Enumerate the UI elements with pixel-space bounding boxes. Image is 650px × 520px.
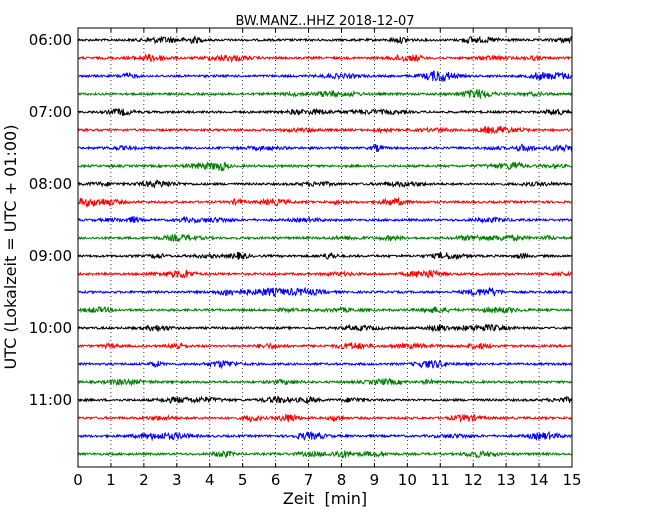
trace-0645: [77, 89, 573, 99]
trace-0730: [77, 143, 573, 153]
trace-1130: [77, 430, 573, 442]
trace-0930: [77, 286, 573, 298]
x-tick-label: 0: [73, 471, 83, 489]
x-axis-label: Zeit [min]: [283, 489, 367, 508]
y-tick-label: 10:00: [29, 319, 72, 337]
x-tick-label: 11: [431, 471, 450, 489]
trace-1045: [77, 377, 573, 387]
trace-0830: [77, 215, 573, 225]
x-tick-label: 15: [562, 471, 581, 489]
trace-0815: [77, 196, 573, 208]
trace-0745: [77, 161, 573, 172]
trace-0900: [77, 250, 573, 261]
x-tick-label: 10: [398, 471, 417, 489]
y-tick-label: 08:00: [29, 175, 72, 193]
y-axis-label: UTC (Lokalzeit = UTC + 01:00): [1, 125, 20, 370]
trace-0600: [77, 34, 573, 45]
trace-1015: [77, 341, 573, 351]
y-tick-label: 09:00: [29, 247, 72, 265]
trace-0615: [77, 53, 573, 63]
seismic-traces: [77, 34, 573, 459]
trace-1145: [77, 449, 573, 459]
trace-0630: [78, 70, 573, 82]
x-tick-label: 13: [497, 471, 516, 489]
trace-0715: [77, 125, 573, 135]
trace-1000: [77, 323, 573, 333]
x-tick-label: 6: [271, 471, 281, 489]
trace-0700: [77, 107, 573, 116]
trace-0915: [77, 269, 573, 280]
trace-0945: [77, 305, 573, 315]
x-tick-label: 9: [370, 471, 380, 489]
trace-1030: [77, 359, 573, 370]
y-tick-label: 11:00: [29, 391, 72, 409]
y-axis-ticks: 06:00 07:00 08:00 09:00 10:00 11:00: [29, 31, 572, 409]
trace-0845: [77, 232, 573, 243]
x-axis-ticks: 0 1 2 3 4 5 6 7 8 9 10 11 12 13 14 15: [73, 28, 582, 489]
x-tick-label: 5: [238, 471, 248, 489]
x-tick-label: 3: [172, 471, 182, 489]
x-tick-label: 8: [337, 471, 347, 489]
x-tick-label: 12: [464, 471, 483, 489]
x-tick-label: 14: [530, 471, 549, 489]
trace-0800: [77, 179, 573, 189]
chart-title: BW.MANZ..HHZ 2018-12-07: [235, 14, 414, 29]
plot-frame: [77, 27, 573, 468]
x-tick-label: 2: [139, 471, 149, 489]
x-tick-label: 7: [304, 471, 314, 489]
trace-1100: [77, 395, 573, 405]
x-tick-label: 1: [106, 471, 116, 489]
trace-1115: [77, 413, 573, 423]
x-tick-label: 4: [205, 471, 215, 489]
y-tick-label: 06:00: [29, 31, 72, 49]
y-tick-label: 07:00: [29, 103, 72, 121]
